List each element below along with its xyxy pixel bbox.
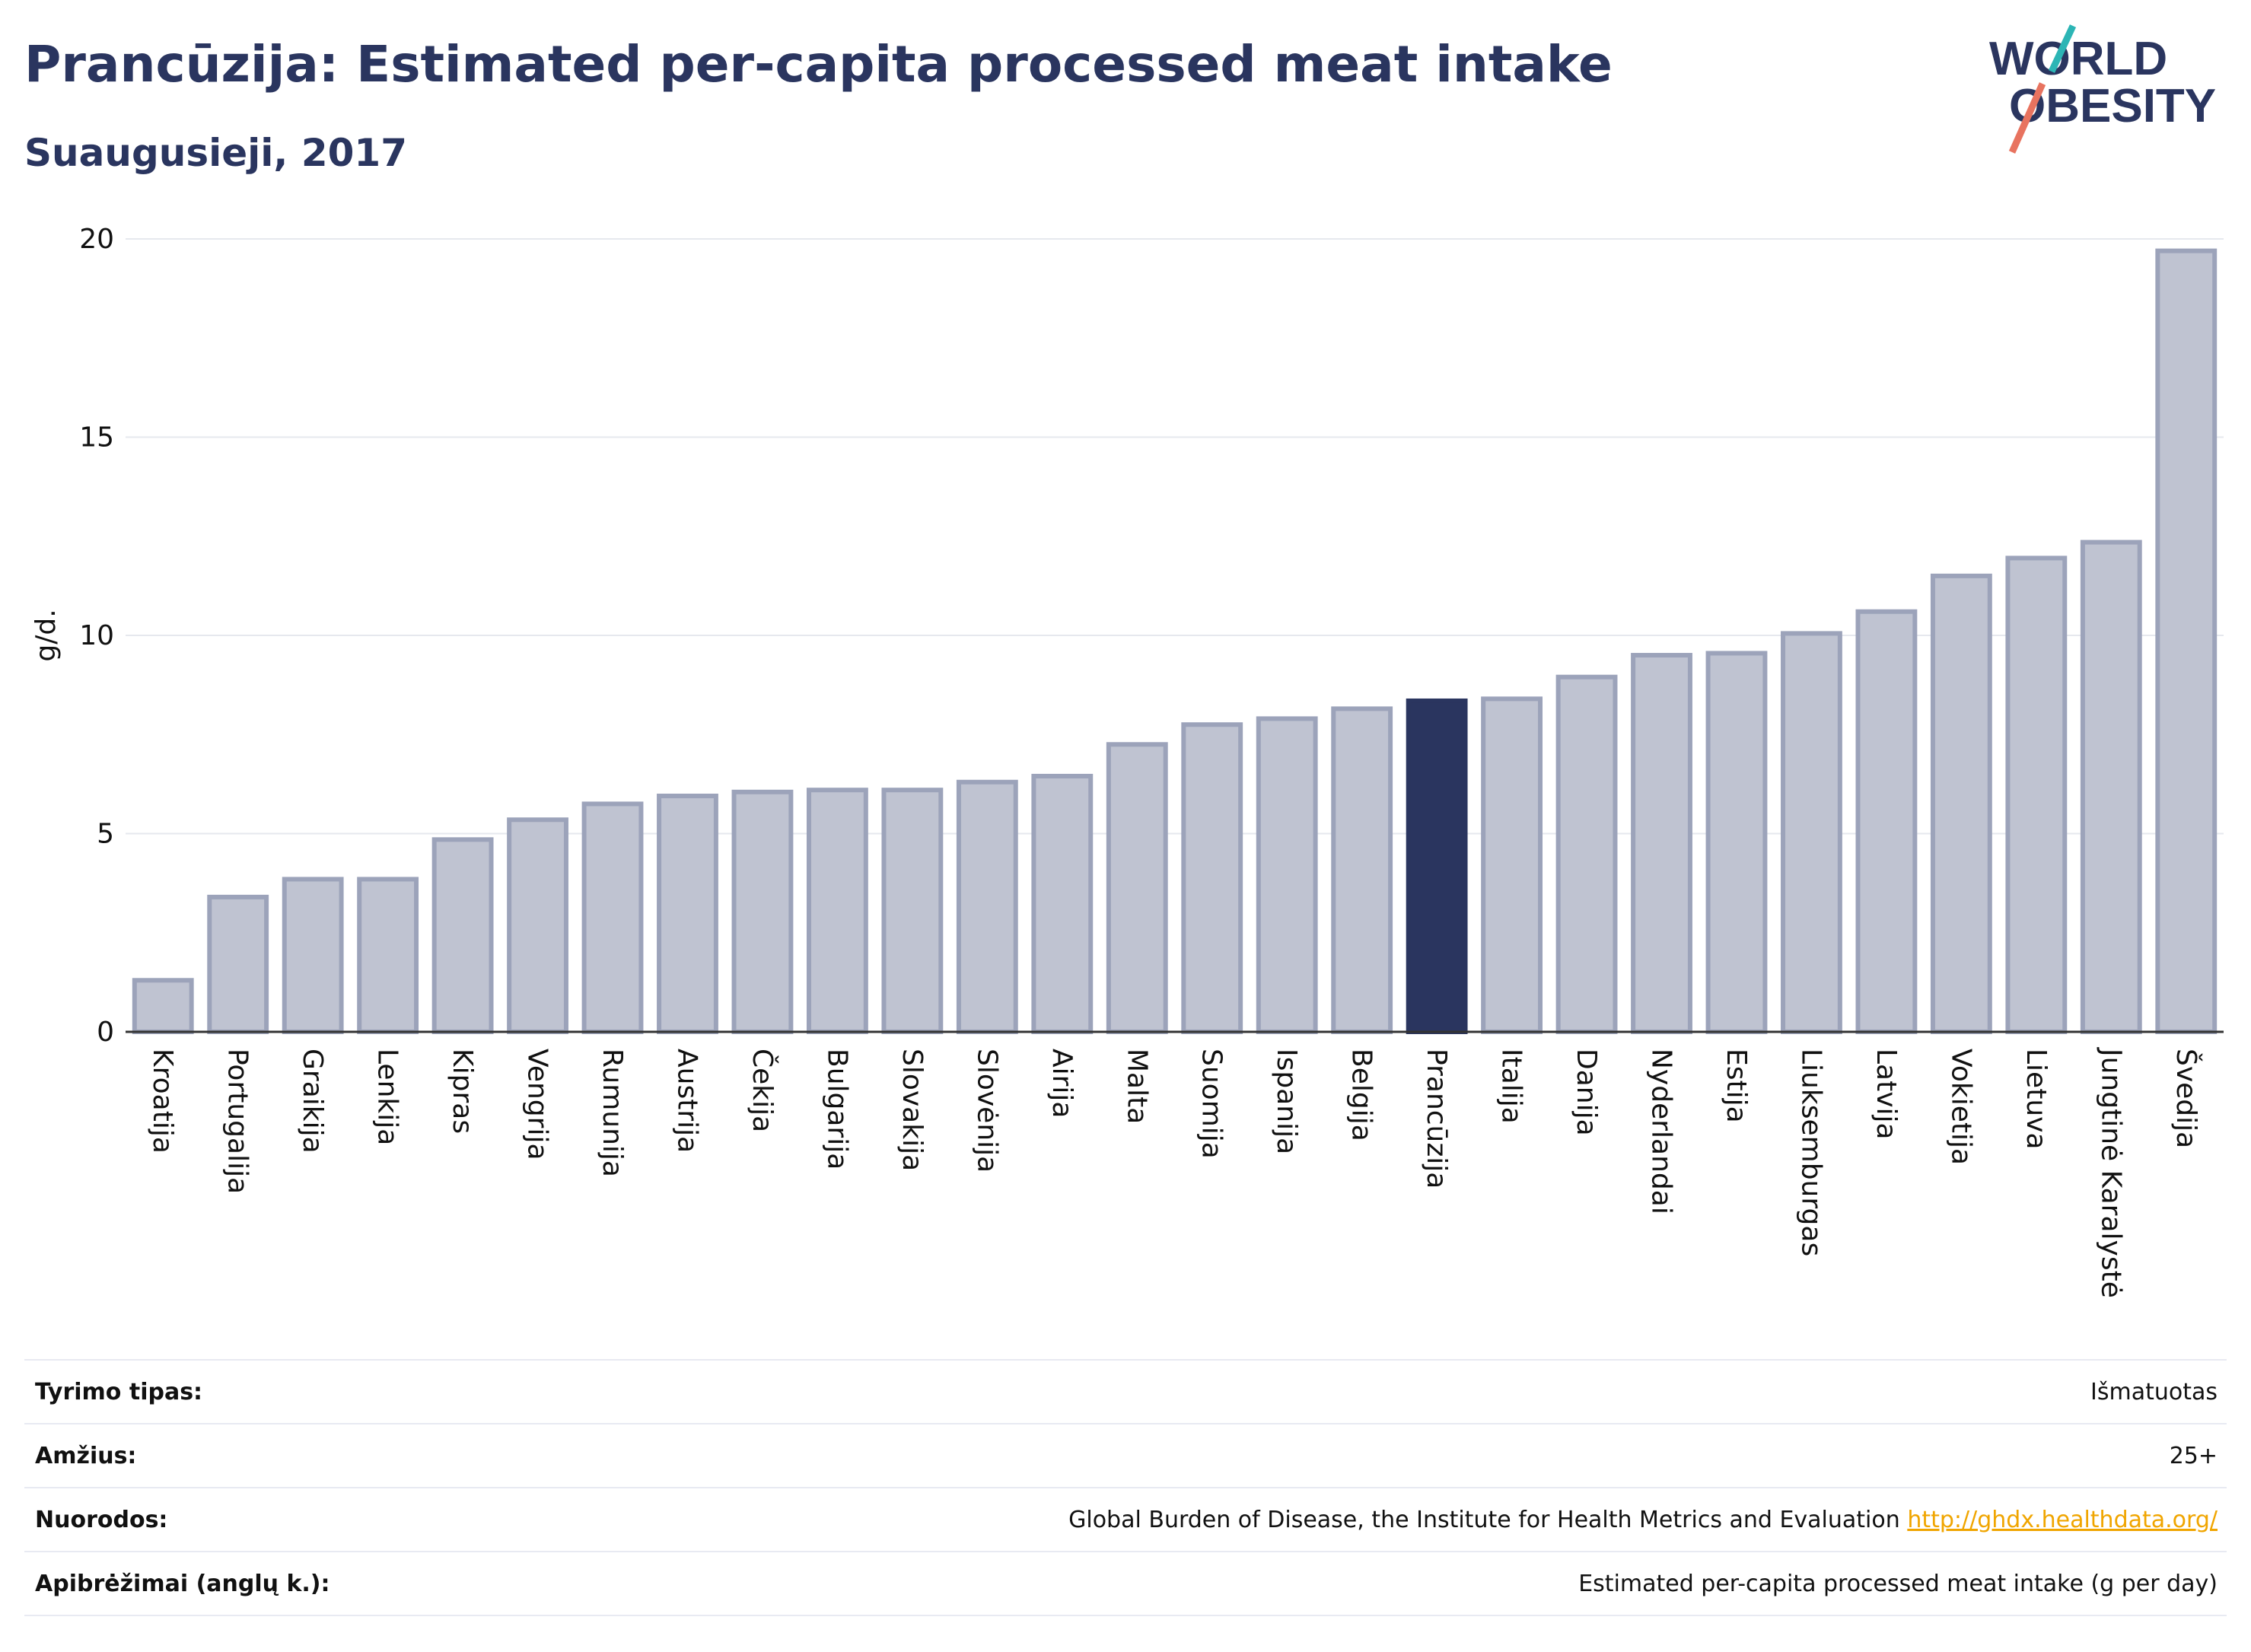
bar-Ispanija[interactable] <box>1256 716 1318 1034</box>
bar-Rumunija[interactable] <box>581 801 644 1035</box>
bar-Graikija[interactable] <box>282 877 344 1035</box>
y-tick-label: 5 <box>97 819 114 850</box>
x-tick-label: Švedija <box>2170 1049 2202 1148</box>
bar-Vengrija[interactable] <box>507 817 568 1034</box>
reference-text: Global Burden of Disease, the Institute … <box>1068 1506 1900 1533</box>
bar-Prancūzija[interactable] <box>1406 698 1468 1035</box>
bar-Švedija[interactable] <box>2155 248 2218 1034</box>
y-axis-label: g/d. <box>30 609 62 661</box>
bar-Kroatija[interactable] <box>132 978 194 1035</box>
logo-slash-teal <box>2048 24 2077 73</box>
metadata-table: Tyrimo tipas: Išmatuotas Amžius: 25+ Nuo… <box>24 1359 2227 1616</box>
bar-Malta[interactable] <box>1106 742 1168 1035</box>
meta-row-age: Amžius: 25+ <box>24 1423 2227 1487</box>
meta-value: Išmatuotas <box>2090 1378 2218 1405</box>
bar-Nyderlandai[interactable] <box>1631 653 1692 1034</box>
meta-value: 25+ <box>2169 1442 2218 1469</box>
bars-layer <box>132 248 2218 1035</box>
bar-chart: 0 5 10 15 20 g/d. Kroatija Portugalija Graikija… <box>30 224 2224 1298</box>
x-tick-label: Lenkija <box>372 1049 403 1145</box>
x-tick-label: Ispanija <box>1271 1049 1302 1154</box>
bar-Belgija[interactable] <box>1331 706 1393 1034</box>
bar-Lietuva[interactable] <box>2005 555 2068 1034</box>
x-tick-label: Čekija <box>747 1049 778 1132</box>
bar-Čekija[interactable] <box>731 789 794 1035</box>
meta-value-reference: Global Burden of Disease, the Institute … <box>1068 1507 2227 1533</box>
x-tick-label: Kipras <box>447 1049 478 1134</box>
bar-Latvija[interactable] <box>1855 609 1918 1034</box>
meta-label: Amžius: <box>35 1442 137 1469</box>
x-tick-label: Kroatija <box>147 1049 178 1154</box>
bar-Suomija[interactable] <box>1181 722 1243 1034</box>
bar-Liuksemburgas[interactable] <box>1781 631 1842 1034</box>
y-tick-label: 15 <box>79 422 114 454</box>
labels-layer: Kroatija Portugalija Graikija Lenkija Kipras… <box>147 1047 2202 1298</box>
bar-Slovėnija[interactable] <box>956 779 1018 1035</box>
bar-Lenkija[interactable] <box>357 877 419 1035</box>
chart-title: Prancūzija: Estimated per-capita process… <box>24 35 1613 94</box>
y-tick-label: 10 <box>79 620 114 651</box>
world-obesity-logo: WORLD OBESITY <box>1989 24 2216 154</box>
meta-value: Estimated per-capita processed meat inta… <box>1578 1570 2218 1597</box>
meta-row-references: Nuorodos: Global Burden of Disease, the … <box>24 1487 2227 1551</box>
x-tick-label: Slovėnija <box>971 1049 1002 1173</box>
x-tick-label: Belgija <box>1346 1049 1377 1141</box>
y-tick-label: 0 <box>97 1017 114 1048</box>
bar-Vokietija[interactable] <box>1930 573 1992 1034</box>
x-tick-label: Prancūzija <box>1421 1049 1452 1189</box>
meta-label: Nuorodos: <box>35 1506 168 1533</box>
x-tick-label: Lietuva <box>2020 1049 2052 1150</box>
meta-label: Tyrimo tipas: <box>35 1378 203 1405</box>
meta-row-study-type: Tyrimo tipas: Išmatuotas <box>24 1359 2227 1423</box>
x-tick-label: Suomija <box>1196 1049 1227 1159</box>
x-tick-label: Liuksemburgas <box>1795 1049 1826 1256</box>
x-tick-label: Vengrija <box>522 1049 553 1160</box>
x-tick-label: Nyderlandai <box>1646 1049 1677 1214</box>
axis-layer: 0 5 10 15 20 g/d. <box>30 224 2224 1048</box>
x-tick-label: Danija <box>1571 1049 1602 1136</box>
logo-word-1: WORLD <box>1989 33 2167 85</box>
x-tick-label: Airija <box>1046 1049 1078 1119</box>
bar-Airija[interactable] <box>1031 773 1094 1035</box>
x-tick-label: Graikija <box>297 1049 328 1154</box>
x-tick-label: Slovakija <box>896 1049 928 1171</box>
reference-link[interactable]: http://ghdx.healthdata.org/ <box>1907 1506 2218 1533</box>
bar-Slovakija[interactable] <box>881 788 944 1034</box>
bar-Portugalija[interactable] <box>207 894 269 1034</box>
meta-row-definitions: Apibrėžimai (anglų k.): Estimated per-ca… <box>24 1551 2227 1616</box>
meta-label: Apibrėžimai (anglų k.): <box>35 1570 330 1597</box>
x-tick-label: Malta <box>1121 1049 1152 1124</box>
x-tick-label: Jungtinė Karalystė <box>2095 1047 2126 1298</box>
chart-subtitle: Suaugusieji, 2017 <box>24 131 407 175</box>
y-tick-label: 20 <box>79 224 114 255</box>
x-tick-label: Rumunija <box>597 1049 628 1177</box>
x-tick-label: Austrija <box>671 1049 702 1153</box>
bar-Danija[interactable] <box>1555 674 1618 1035</box>
bar-Jungtinė Karalystė[interactable] <box>2080 540 2142 1034</box>
x-tick-label: Latvija <box>1871 1049 1902 1140</box>
x-tick-label: Bulgarija <box>821 1049 852 1170</box>
bar-Kipras[interactable] <box>431 837 494 1034</box>
bar-Estija[interactable] <box>1705 651 1768 1034</box>
x-tick-label: Estija <box>1721 1049 1752 1123</box>
bar-Italija[interactable] <box>1481 696 1543 1034</box>
logo-slash-red <box>2008 82 2046 154</box>
bar-Austrija[interactable] <box>657 794 718 1034</box>
bar-Bulgarija[interactable] <box>806 788 868 1034</box>
x-tick-label: Vokietija <box>1945 1049 1976 1165</box>
x-tick-label: Portugalija <box>222 1049 253 1194</box>
x-tick-label: Italija <box>1496 1049 1527 1124</box>
